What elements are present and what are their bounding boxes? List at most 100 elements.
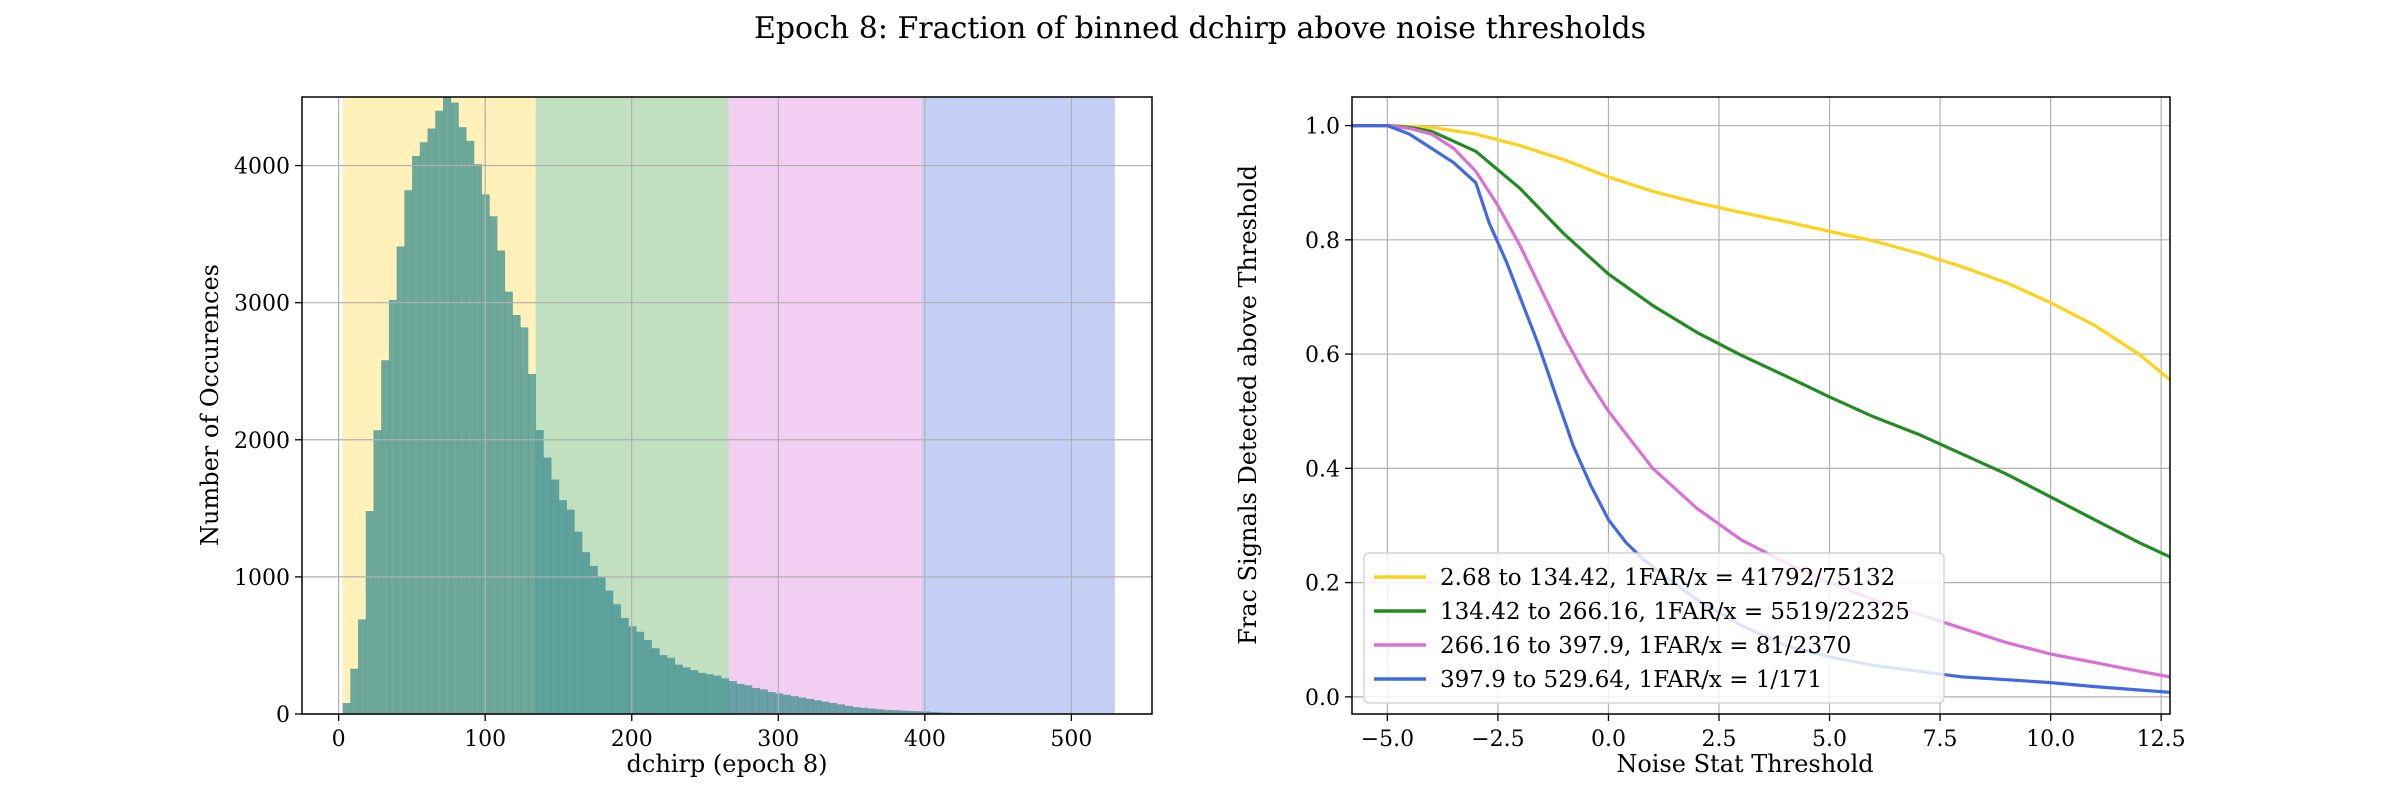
histogram-bar [675,665,683,714]
legend-entry-4: 397.9 to 529.64, 1FAR/x = 1/171 [1440,667,1822,693]
histogram-bar [412,156,420,714]
histogram-bar [397,246,405,714]
histogram-bar [744,685,752,714]
legend-entry-2: 134.42 to 266.16, 1FAR/x = 5519/22325 [1440,599,1910,625]
histogram-x-ticks: 0 100 200 300 400 500 [332,714,1093,752]
histogram-bar [613,604,621,714]
histogram-bar [435,111,443,714]
histogram-bar [574,532,582,714]
histogram-bar [605,591,613,714]
histogram-bar [644,640,652,714]
histogram-bar [845,706,853,714]
histogram-y-tick-label: 3000 [234,292,290,317]
line-chart-x-tick-label: −2.5 [1471,727,1524,752]
histogram-bar [659,655,667,714]
histogram-bar [628,626,636,714]
histogram-bar [814,700,822,714]
histogram-bar [350,669,358,714]
histogram-y-label: Number of Occurences [196,264,224,546]
histogram-bar [667,658,675,714]
histogram-bar [590,566,598,714]
line-chart-y-tick-label: 0.0 [1305,686,1340,711]
histogram-bar [428,129,436,714]
histogram-bar [389,300,397,714]
histogram-bar [790,696,798,714]
histogram-bar [451,102,459,714]
histogram-bar [721,678,729,714]
line-chart-x-tick-label: −5.0 [1361,727,1414,752]
figure-title: Epoch 8: Fraction of binned dchirp above… [754,11,1646,46]
histogram-bar [729,681,737,714]
line-chart-x-tick-label: 5.0 [1812,727,1847,752]
line-chart-x-tick-label: 2.5 [1701,727,1736,752]
histogram-x-label: dchirp (epoch 8) [627,750,828,778]
histogram-x-tick-label: 400 [904,727,946,752]
histogram-bar [512,315,520,714]
legend-entry-1: 2.68 to 134.42, 1FAR/x = 41792/75132 [1440,565,1895,591]
histogram-bar [567,510,575,714]
histogram-bar [806,699,814,714]
line-chart-y-tick-label: 1.0 [1305,115,1340,140]
histogram-bar [536,430,544,714]
histogram-bar [837,704,845,714]
series-line-2 [1352,126,2170,557]
histogram-x-tick-label: 100 [464,727,506,752]
histogram-bar [420,142,428,714]
legend-entry-3: 266.16 to 397.9, 1FAR/x = 81/2370 [1440,633,1851,659]
histogram-bar [474,164,482,714]
histogram-x-tick-label: 300 [757,727,799,752]
line-chart-y-tick-label: 0.8 [1305,229,1340,254]
histogram-bar [458,127,466,714]
histogram-bar [760,689,768,714]
histogram-bar [698,673,706,714]
histogram-bar [706,674,714,714]
histogram-bar [381,360,389,714]
histogram-bar [783,695,791,714]
line-chart-y-tick-label: 0.2 [1305,572,1340,597]
line-chart-y-tick-label: 0.6 [1305,343,1340,368]
histogram-bar [520,327,528,714]
histogram-bar [767,692,775,714]
histogram-bar [682,667,690,714]
histogram-bar [466,141,474,714]
histogram-bar [852,707,860,714]
histogram-bar [559,500,567,714]
histogram-bar [868,709,876,714]
histogram-bar [343,703,351,714]
histogram-bar [543,458,551,714]
line-chart-x-tick-label: 10.0 [2026,727,2075,752]
histogram-bar [497,251,505,714]
histogram-x-tick-label: 0 [332,727,346,752]
line-chart-y-ticks: 0.00.20.40.60.81.0 [1305,115,1352,711]
shaded-range-3 [729,97,922,714]
line-chart-x-tick-label: 0.0 [1591,727,1626,752]
histogram-x-tick-label: 200 [611,727,653,752]
histogram-bar [505,292,513,714]
histogram-x-tick-label: 500 [1050,727,1092,752]
line-chart-x-tick-label: 12.5 [2137,727,2186,752]
histogram-bar [651,648,659,714]
histogram-bar [528,374,536,714]
histogram-y-tick-label: 0 [276,703,290,728]
histogram-bar [829,703,837,714]
histogram-y-tick-label: 4000 [234,155,290,180]
histogram-bar [775,693,783,714]
histogram-bar [373,430,381,714]
histogram-bar [636,632,644,714]
shaded-range-4 [922,97,1115,714]
histogram-bar [736,684,744,714]
histogram-y-tick-label: 1000 [234,566,290,591]
histogram-bar [690,670,698,714]
histogram-bar [551,480,559,714]
line-chart-x-label: Noise Stat Threshold [1616,750,1873,778]
histogram-bar [798,698,806,714]
histogram-bar [358,619,366,714]
series-line-1 [1352,126,2170,380]
histogram-bar [713,676,721,714]
histogram-bar [489,216,497,714]
line-chart-legend: 2.68 to 134.42, 1FAR/x = 41792/75132 134.… [1364,553,1944,703]
